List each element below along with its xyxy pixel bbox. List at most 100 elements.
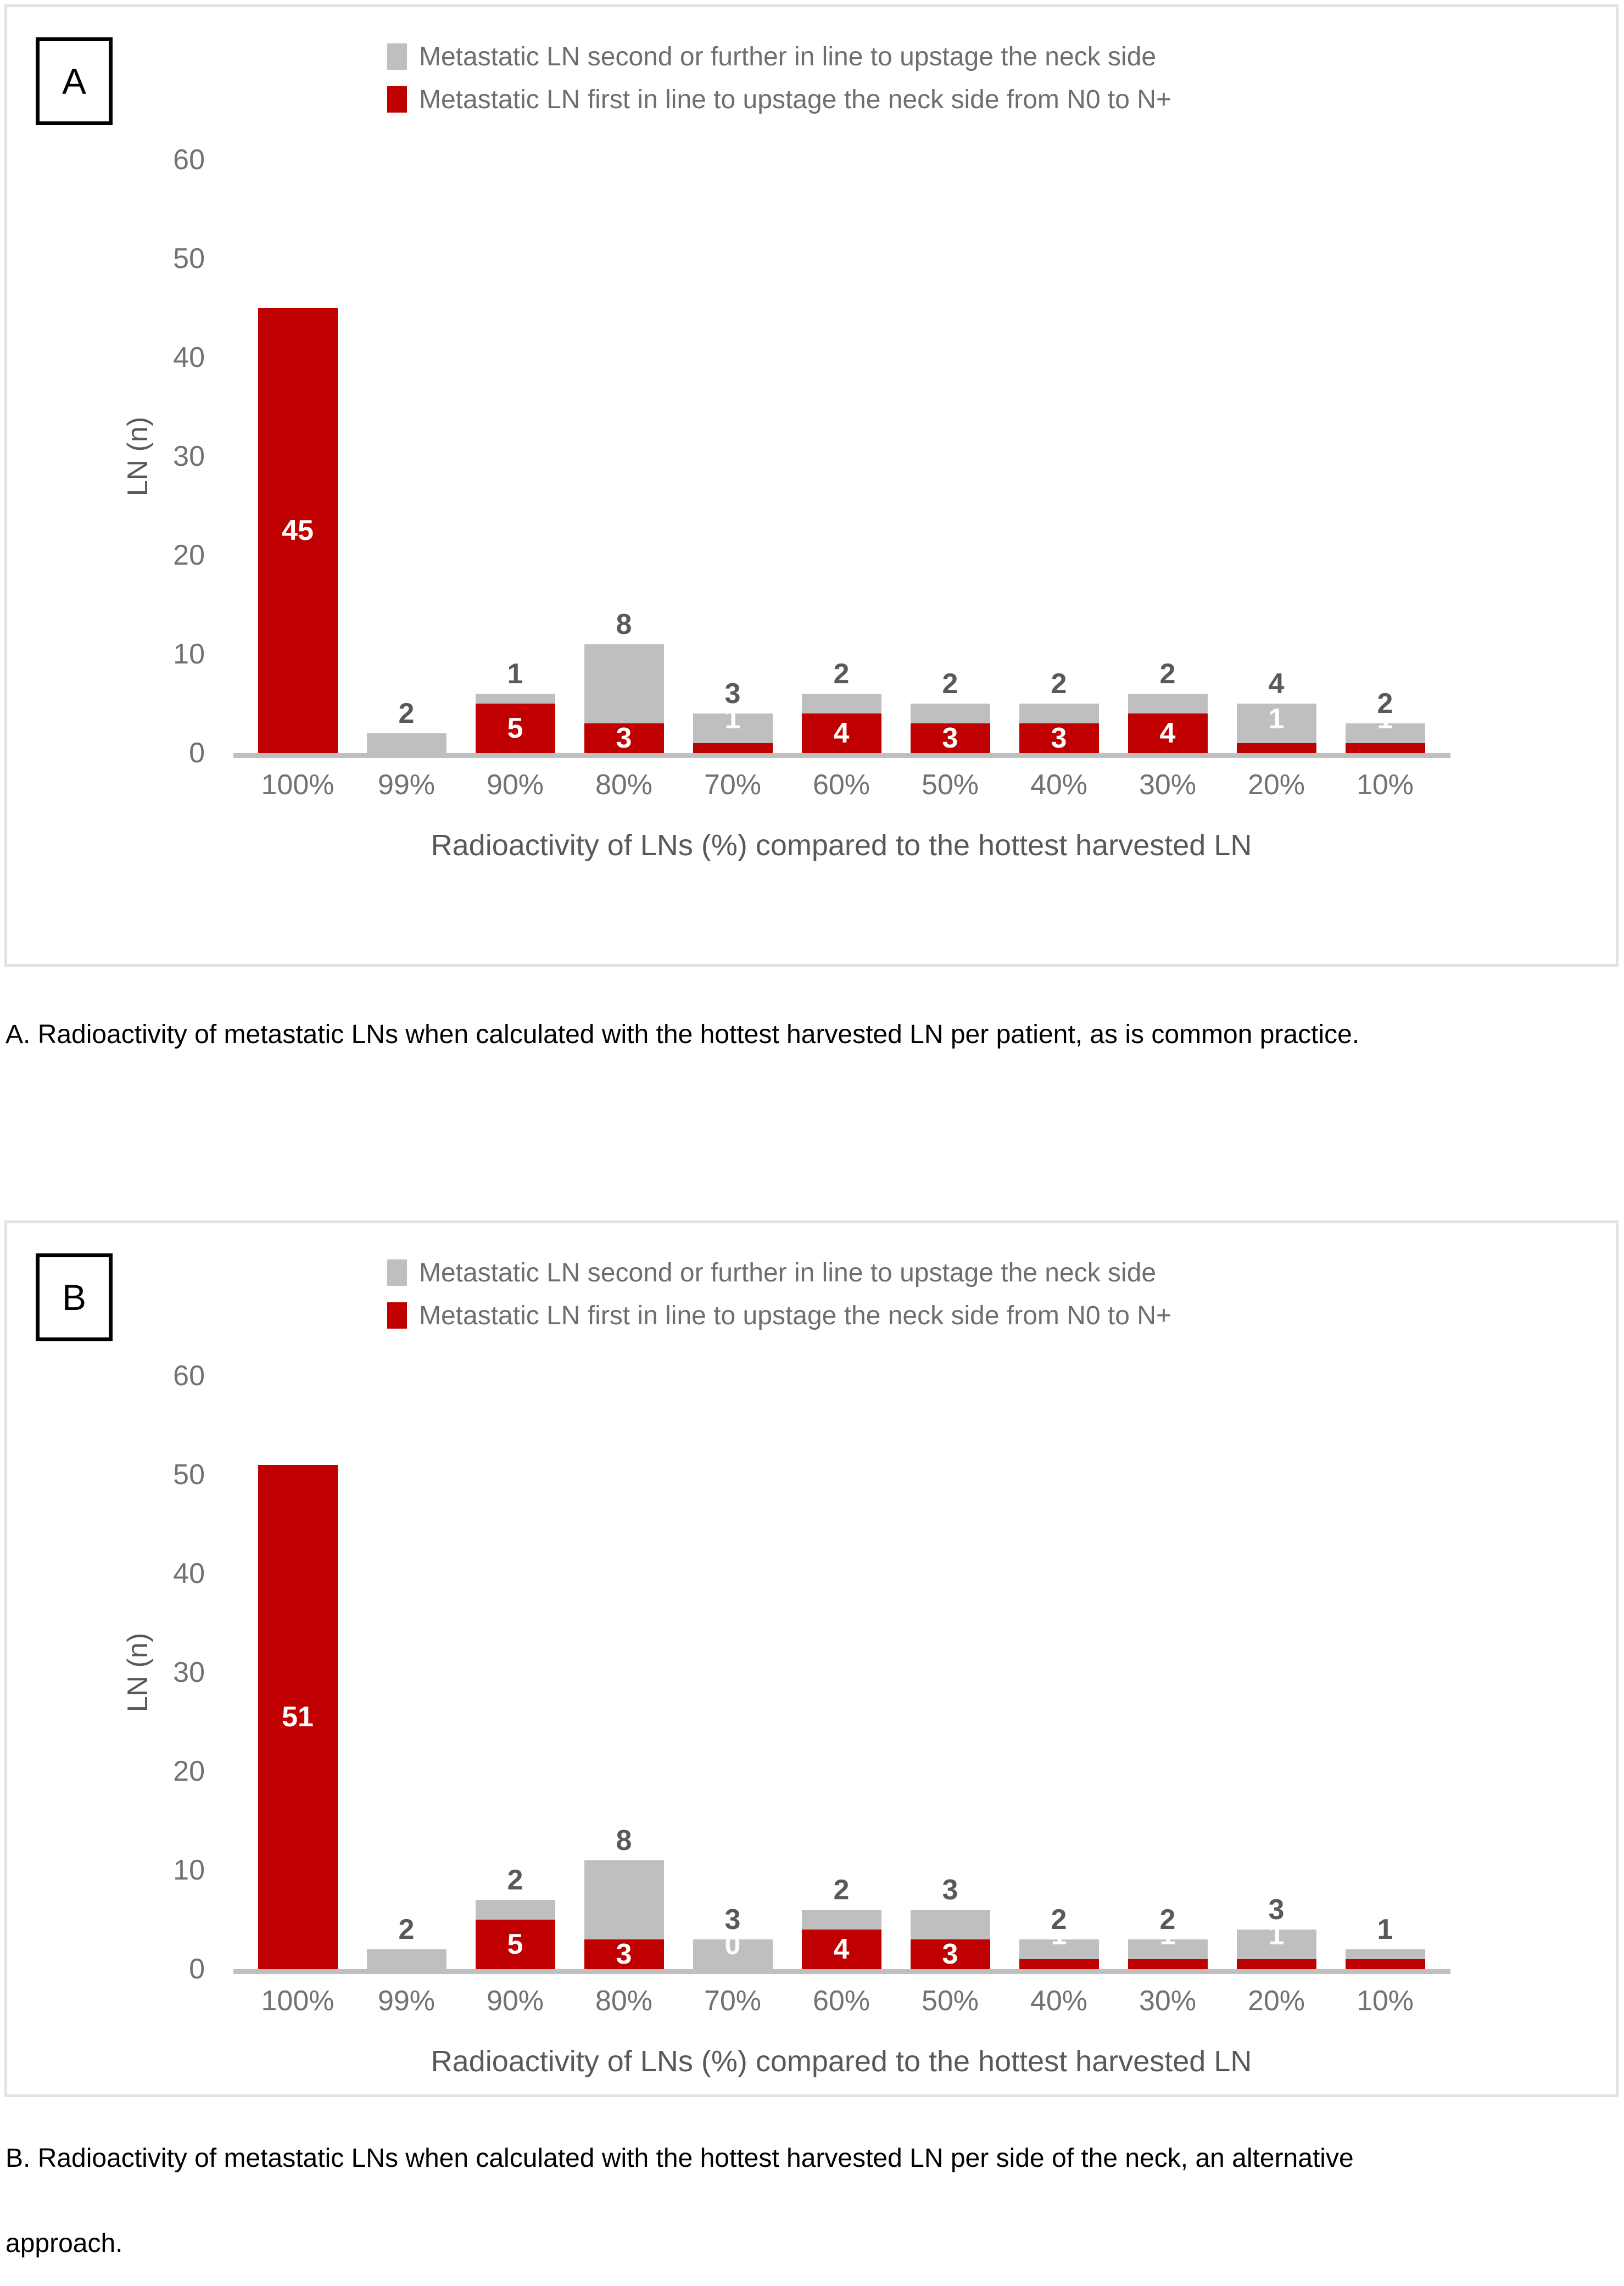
y-tick-label: 10 [173, 1854, 205, 1886]
bar-segment-red [910, 1939, 990, 1969]
x-axis-title: Radioactivity of LNs (%) compared to the… [431, 2045, 1252, 2078]
category-label: 40% [1030, 769, 1088, 801]
bar-segment-red [801, 1930, 881, 1969]
category-label: 70% [704, 1985, 762, 2017]
panel-letter: B [62, 1277, 87, 1318]
legend-item: Metastatic LN second or further in line … [387, 1255, 1171, 1290]
legend-label: Metastatic LN second or further in line … [419, 42, 1157, 71]
y-tick-label: 30 [173, 1657, 205, 1688]
y-axis-title: LN (n) [122, 416, 154, 497]
bar-segment-red [1236, 1959, 1316, 1969]
bar-label-red: 1 [1377, 703, 1393, 735]
bar-segment-gray [693, 713, 773, 743]
bar-label-red: 1 [1051, 1919, 1067, 1951]
legend-item: Metastatic LN second or further in line … [387, 39, 1171, 74]
y-tick-label: 50 [173, 1459, 205, 1491]
bar-label-gray: 8 [616, 1825, 632, 1856]
category-label: 70% [704, 769, 762, 801]
bar-segment-red [258, 1465, 338, 1969]
bar-label-gray: 4 [1268, 668, 1285, 700]
bar-segment-gray [910, 1910, 990, 1939]
bar-label-gray: 2 [1377, 688, 1393, 720]
category-label: 30% [1139, 769, 1197, 801]
bar-segment-red [801, 713, 881, 753]
bar-segment-red [1345, 743, 1425, 753]
legend-label: Metastatic LN first in line to upstage t… [419, 1301, 1171, 1330]
bar-label-gray: 3 [942, 1874, 958, 1906]
bar-segment-gray [1236, 1930, 1316, 1959]
y-tick-label: 60 [173, 1360, 205, 1392]
bar-label-gray: 3 [724, 678, 741, 710]
x-axis-line [233, 1969, 1450, 1974]
bar-segment-gray [584, 1860, 664, 1939]
bar-label-red: 3 [616, 1938, 632, 1970]
bar-segment-gray [1019, 704, 1099, 723]
category-label: 10% [1356, 769, 1414, 801]
panel-label-box: A [36, 37, 113, 125]
bar-label-gray: 2 [1051, 1904, 1067, 1936]
bar-segment-red [1019, 1959, 1099, 1969]
bar-segment-red [475, 704, 555, 753]
bar-label-red: 4 [1159, 717, 1176, 749]
bar-label-red: 1 [1159, 1919, 1176, 1951]
category-label: 100% [261, 1985, 334, 2017]
category-label: 99% [377, 769, 436, 801]
category-label: 60% [812, 1985, 870, 2017]
panel-letter: A [62, 61, 87, 102]
bar-segment-gray [475, 694, 555, 704]
figure-panel-a: A Metastatic LN second or further in lin… [4, 4, 1619, 967]
bar-label-red: 51 [282, 1701, 314, 1733]
bar-label-red: 4 [833, 717, 850, 749]
bar-label-red: 5 [507, 712, 523, 744]
figure-caption-a: A. Radioactivity of metastatic LNs when … [5, 1020, 1360, 1049]
bar-segment-red [1019, 723, 1099, 753]
bar-segment-gray [1128, 694, 1208, 713]
y-tick-label: 30 [173, 441, 205, 472]
bar-label-gray: 2 [1159, 1904, 1176, 1936]
category-label: 99% [377, 1985, 436, 2017]
category-label: 100% [261, 769, 334, 801]
y-tick-label: 50 [173, 243, 205, 275]
category-label: 90% [486, 1985, 544, 2017]
bar-label-gray: 2 [833, 658, 850, 690]
chart-b: 0 10 20 30 40 50 60 LN (n) 51 100% 2 99% 5 2 90% 3 8 80% 0… [7, 1223, 1616, 2094]
bar-segment-gray [1345, 1949, 1425, 1959]
chart-legend: Metastatic LN second or further in line … [387, 39, 1171, 117]
panel-label-box: B [36, 1253, 113, 1341]
y-tick-label: 40 [173, 342, 205, 373]
category-label: 50% [921, 769, 979, 801]
category-label: 80% [595, 769, 653, 801]
bar-label-gray: 3 [1268, 1894, 1285, 1926]
legend-swatch-red-icon [387, 1302, 407, 1329]
bar-label-gray: 2 [507, 1864, 523, 1896]
bar-label-red: 1 [1268, 1919, 1285, 1951]
bar-segment-gray [1345, 723, 1425, 743]
category-label: 30% [1139, 1985, 1197, 2017]
category-label: 80% [595, 1985, 653, 2017]
bar-label-gray: 2 [833, 1874, 850, 1906]
bar-segment-red [1345, 1959, 1425, 1969]
legend-swatch-gray-icon [387, 43, 407, 70]
bar-label-gray: 3 [724, 1904, 741, 1936]
bar-segment-red [1236, 743, 1316, 753]
bar-label-gray: 8 [616, 609, 632, 640]
legend-swatch-red-icon [387, 86, 407, 113]
bar-segment-red [584, 723, 664, 753]
bar-label-gray: 2 [942, 668, 958, 700]
category-label: 40% [1030, 1985, 1088, 2017]
chart-a: 0 10 20 30 40 50 60 LN (n) 45 100% 2 99% 5 1 90% 3 8 80% 1… [7, 7, 1616, 964]
x-axis-line [233, 753, 1450, 758]
bar-segment-red [1128, 713, 1208, 753]
category-label: 50% [921, 1985, 979, 2017]
bar-segment-gray [1236, 704, 1316, 743]
bar-label-red: 1 [724, 703, 741, 735]
bar-label-red: 1 [1268, 703, 1285, 735]
bar-label-red: 3 [1051, 722, 1067, 754]
bar-segment-gray [366, 1949, 447, 1969]
bar-label-red: 1 [1377, 1919, 1393, 1951]
bar-segment-gray [693, 1939, 773, 1969]
bar-label-gray: 1 [1377, 1914, 1393, 1945]
legend-swatch-gray-icon [387, 1259, 407, 1286]
category-label: 60% [812, 769, 870, 801]
y-tick-label: 20 [173, 1755, 205, 1787]
